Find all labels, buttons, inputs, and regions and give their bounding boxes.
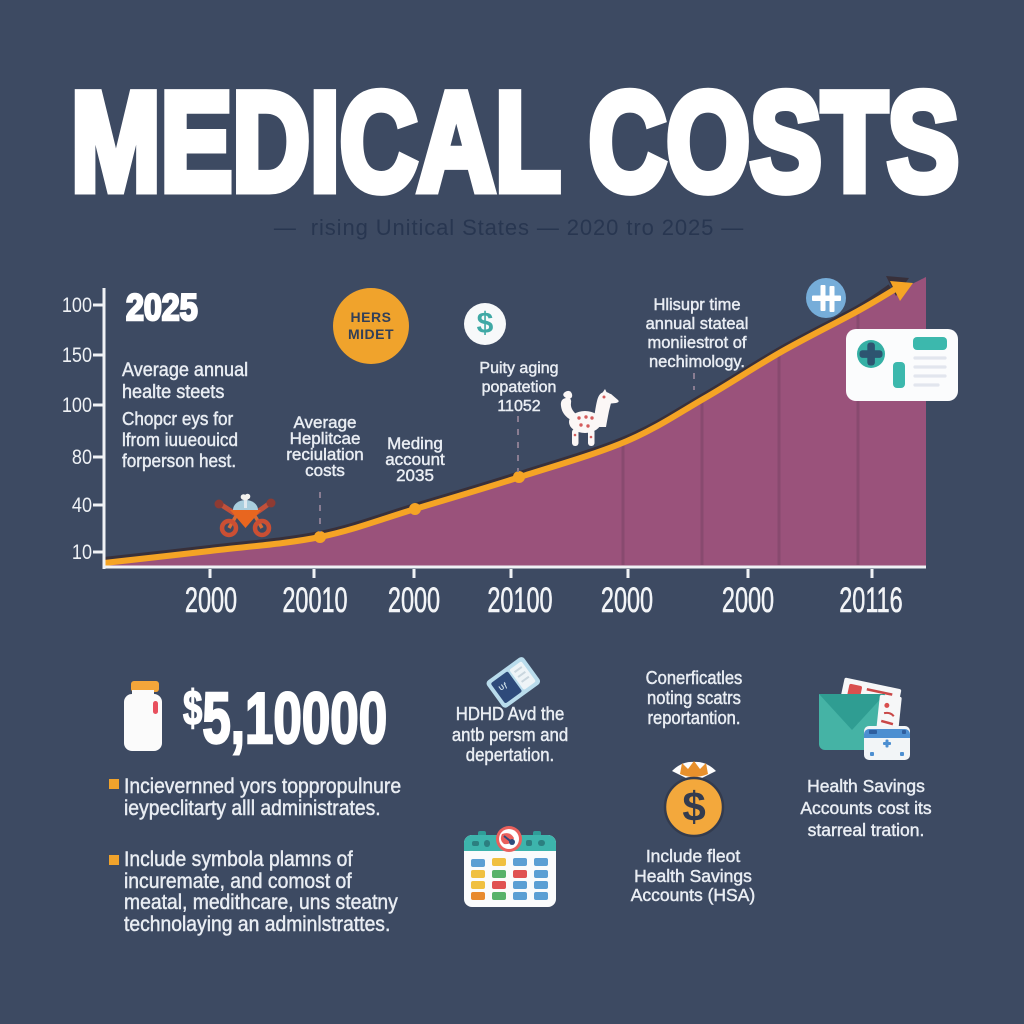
svg-text:$: $ <box>682 783 705 830</box>
svg-text:Uƒ: Uƒ <box>498 681 509 692</box>
